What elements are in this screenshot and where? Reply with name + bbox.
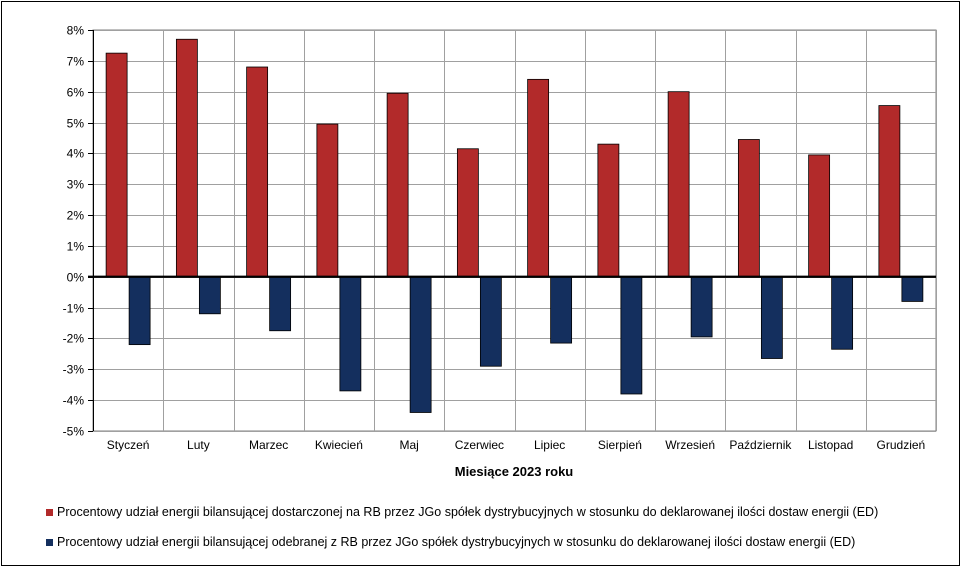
x-axis-title: Miesiące 2023 roku (455, 464, 574, 479)
bar-delivered (808, 154, 831, 278)
bar-received (339, 276, 362, 392)
bar-received (128, 276, 151, 346)
y-tick-label: -4% (63, 394, 85, 408)
bar-received (760, 276, 783, 359)
y-tick-label: 0% (67, 271, 85, 285)
x-tick-label: Lipiec (534, 438, 565, 452)
y-tick-label: -5% (63, 425, 85, 439)
y-tick-label: 2% (67, 209, 85, 223)
bar-received (269, 276, 292, 332)
bar-delivered (105, 52, 128, 278)
y-tick-label: -3% (63, 363, 85, 377)
bars (105, 38, 924, 413)
bar-delivered (527, 78, 550, 278)
bar-delivered (737, 139, 760, 278)
bar-received (831, 276, 854, 350)
y-tick-label: 6% (67, 86, 85, 100)
y-tick-label: 1% (67, 240, 85, 254)
y-axis-ticks: -5% -4% -3% -2% -1% 0% 1% 2% 3% 4% 5% 6% 7% 8% (63, 24, 93, 439)
legend-swatch-received (46, 538, 53, 546)
x-tick-label: Kwiecień (315, 438, 363, 452)
x-tick-label: Listopad (808, 438, 853, 452)
y-tick-label: 4% (67, 147, 85, 161)
x-tick-label: Grudzień (877, 438, 926, 452)
axes (88, 30, 936, 431)
bar-delivered (246, 66, 269, 278)
legend-item-received: Procentowy udział energii bilansującej o… (46, 535, 855, 549)
x-tick-label: Marzec (249, 438, 288, 452)
legend-swatch-delivered (46, 508, 53, 516)
bar-delivered (386, 92, 409, 278)
bar-delivered (597, 143, 620, 278)
bar-received (901, 276, 924, 302)
bar-delivered (667, 91, 690, 278)
bar-delivered (878, 105, 901, 278)
y-tick-label: 7% (67, 55, 85, 69)
x-tick-label: Październik (729, 438, 792, 452)
x-tick-label: Maj (399, 438, 418, 452)
y-tick-label: 3% (67, 178, 85, 192)
y-tick-label: 8% (67, 24, 85, 38)
y-tick-label: 5% (67, 117, 85, 131)
x-tick-label: Styczeń (107, 438, 150, 452)
legend-label-received: Procentowy udział energii bilansującej o… (57, 535, 856, 549)
bar-received (198, 276, 221, 315)
legend-label-delivered: Procentowy udział energii bilansującej d… (57, 505, 879, 519)
bar-delivered (175, 38, 198, 278)
grid-lines (92, 29, 937, 432)
x-tick-label: Wrzesień (665, 438, 715, 452)
bar-received (690, 276, 713, 338)
x-axis-ticks: Styczeń Luty Marzec Kwiecień Maj Czerwiec Lipi… (107, 438, 925, 452)
bar-delivered (316, 123, 339, 278)
bar-received (409, 276, 432, 413)
x-tick-label: Luty (187, 438, 210, 452)
bar-received (479, 276, 502, 367)
legend-item-delivered: Procentowy udział energii bilansującej d… (46, 505, 878, 519)
bar-received (620, 276, 643, 395)
y-tick-label: -1% (63, 302, 85, 316)
bar-received (550, 276, 573, 344)
bar-delivered (456, 148, 479, 278)
y-tick-label: -2% (63, 332, 85, 346)
x-tick-label: Czerwiec (455, 438, 504, 452)
x-tick-label: Sierpień (598, 438, 642, 452)
